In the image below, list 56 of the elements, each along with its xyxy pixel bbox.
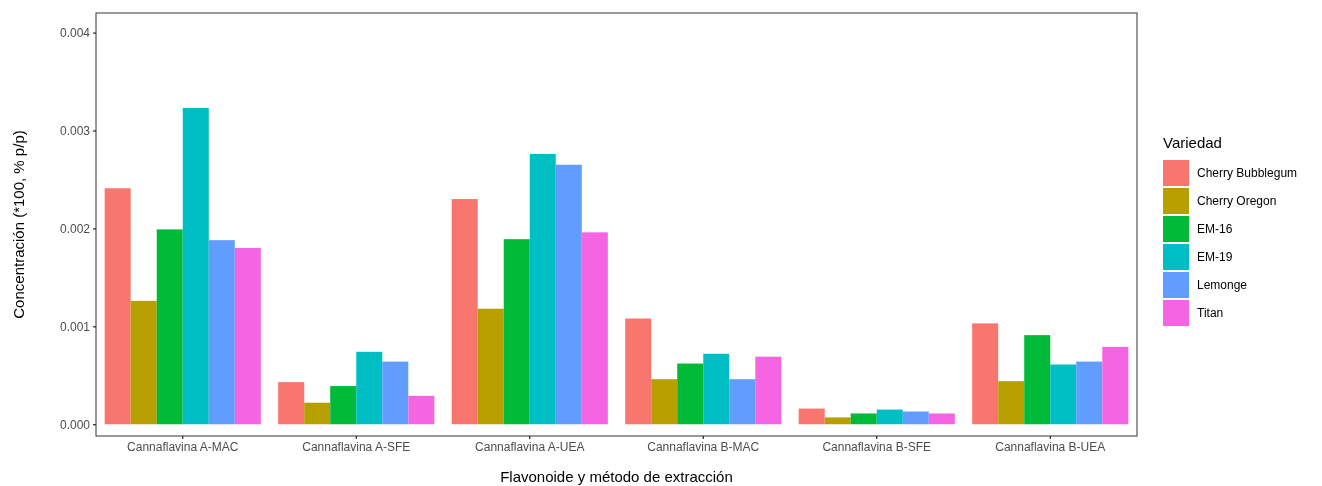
legend-label: EM-19 xyxy=(1197,250,1233,264)
bar xyxy=(625,318,652,425)
bar xyxy=(876,409,903,425)
bar xyxy=(356,351,383,425)
x-tick-label: Cannaflavina B-UEA xyxy=(995,439,1106,454)
legend-label: EM-16 xyxy=(1197,222,1233,236)
bar xyxy=(382,361,409,425)
bar xyxy=(208,240,235,425)
x-tick-label: Cannaflavina A-MAC xyxy=(127,439,239,454)
bar xyxy=(408,395,435,425)
bar xyxy=(451,199,478,425)
bar xyxy=(581,232,608,425)
bar xyxy=(529,154,556,425)
legend-label: Lemonge xyxy=(1197,278,1248,292)
bar xyxy=(1024,335,1051,425)
bar xyxy=(104,188,131,425)
legend-label: Cherry Oregon xyxy=(1197,194,1277,208)
x-tick-label: Cannaflavina B-MAC xyxy=(647,439,760,454)
bar xyxy=(304,402,331,425)
bar xyxy=(156,229,183,425)
bar xyxy=(729,379,756,425)
x-tick-label: Cannaflavina B-SFE xyxy=(822,439,932,454)
bar xyxy=(330,386,357,425)
legend-title: Variedad xyxy=(1163,134,1222,151)
bar xyxy=(998,381,1025,425)
bar xyxy=(703,353,730,425)
y-tick-label: 0.001 xyxy=(59,319,91,334)
x-axis-title: Flavonoide y método de extracción xyxy=(500,468,733,485)
bar xyxy=(1076,361,1103,425)
x-tick-label: Cannaflavina A-SFE xyxy=(302,439,411,454)
y-tick-label: 0.003 xyxy=(59,123,91,138)
bar xyxy=(928,413,955,425)
legend-label: Titan xyxy=(1197,306,1224,320)
bar xyxy=(278,382,305,425)
y-tick-label: 0.000 xyxy=(59,417,91,432)
bar xyxy=(902,411,929,425)
bar xyxy=(182,107,209,425)
legend-label: Cherry Bubblegum xyxy=(1197,166,1298,180)
y-tick-label: 0.004 xyxy=(59,25,91,40)
bar xyxy=(972,323,999,425)
bar xyxy=(824,417,851,425)
bar xyxy=(798,408,825,425)
bar xyxy=(755,356,782,425)
bar xyxy=(1102,346,1129,425)
x-tick-label: Cannaflavina A-UEA xyxy=(475,439,585,454)
y-axis-title: Concentración (*100, % p/p) xyxy=(10,130,27,319)
bar xyxy=(503,239,530,425)
bar xyxy=(1050,364,1077,425)
bar xyxy=(850,413,877,425)
bar xyxy=(234,248,261,425)
bar xyxy=(677,363,704,425)
bar xyxy=(651,379,678,425)
bar xyxy=(130,300,157,425)
bar xyxy=(555,164,582,425)
bar xyxy=(477,308,504,425)
y-tick-label: 0.002 xyxy=(59,221,91,236)
